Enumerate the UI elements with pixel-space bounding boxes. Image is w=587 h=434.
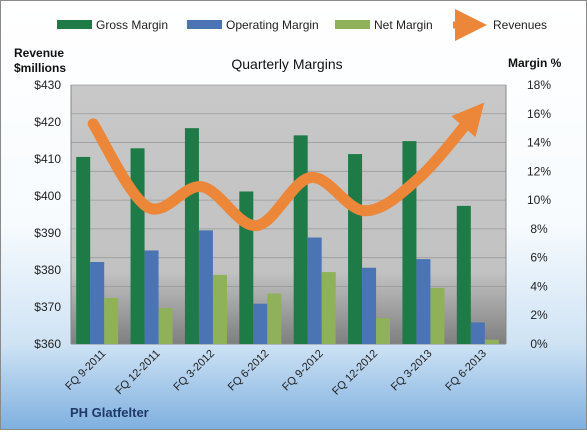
right-axis-tick-label: 16% [527,107,551,121]
bar-operating-margin-fq-6-2012 [253,303,268,344]
bar-net-margin-fq-3-2013 [430,287,445,344]
category-label-fq-9-2011: FQ 9-2011 [63,348,108,393]
bar-net-margin-fq-12-2012 [376,318,391,344]
legend-label-revenues: Revenues [493,18,547,32]
bar-gross-margin-fq-3-2012 [184,128,199,344]
category-label-fq-6-2013: FQ 6-2013 [443,348,489,394]
bar-net-margin-fq-6-2013 [484,339,499,344]
right-axis-tick-label: 2% [530,308,548,322]
legend-label-operating-margin: Operating Margin [226,18,319,32]
bar-gross-margin-fq-9-2012 [293,135,308,344]
legend-swatch-gross-margin [57,20,92,29]
left-axis-ticks: $360 $370 $380 $390 $400 $410 $420 $430 [34,78,61,351]
bar-operating-margin-fq-9-2011 [90,261,105,344]
bar-net-margin-fq-9-2011 [104,297,119,344]
category-label-fq-6-2012: FQ 6-2012 [226,348,272,394]
right-axis-tick-label: 0% [530,337,548,351]
bar-net-margin-fq-12-2011 [158,308,173,344]
right-axis-tick-label: 18% [527,78,551,92]
legend-item-gross-margin: Gross Margin [57,18,168,32]
company-name: PH Glatfelter [70,405,149,420]
left-axis-tick-label: $420 [34,115,61,129]
legend: Gross Margin Operating Margin Net Margin… [57,9,547,41]
legend-item-net-margin: Net Margin [335,18,433,32]
right-axis-ticks: 0% 2% 4% 6% 8% 10% 12% 14% 16% 18% [527,78,551,351]
left-axis-tick-label: $410 [34,152,61,166]
bar-net-margin-fq-6-2012 [267,293,282,344]
legend-label-gross-margin: Gross Margin [96,18,168,32]
category-label-fq-3-2012: FQ 3-2012 [171,348,217,394]
legend-label-net-margin: Net Margin [374,18,433,32]
left-axis-title-line1: Revenue [14,46,64,60]
right-axis-tick-label: 4% [530,279,548,293]
revenue-line-layer [87,102,485,232]
category-label-fq-12-2011: FQ 12-2011 [113,348,162,397]
bar-gross-margin-fq-3-2013 [402,141,417,344]
right-axis-tick-label: 8% [530,222,548,236]
category-label-fq-3-2013: FQ 3-2013 [389,348,435,394]
left-axis-tick-label: $360 [34,337,61,351]
category-label-fq-12-2012: FQ 12-2012 [330,348,380,398]
legend-swatch-net-margin [335,20,370,29]
left-axis-tick-label: $390 [34,226,61,240]
bar-gross-margin-fq-9-2011 [76,156,91,344]
bar-operating-margin-fq-6-2013 [470,322,485,344]
bar-operating-margin-fq-12-2011 [144,250,159,344]
bar-net-margin-fq-3-2012 [212,274,227,344]
revenue-line [87,102,485,232]
bar-gross-margin-fq-6-2013 [456,205,471,344]
chart-title: Quarterly Margins [231,56,342,72]
bar-operating-margin-fq-3-2012 [198,230,213,344]
bar-operating-margin-fq-12-2012 [362,267,377,344]
bar-gross-margin-fq-12-2011 [130,148,145,344]
legend-item-revenues: Revenues [453,9,547,41]
legend-item-operating-margin: Operating Margin [187,18,319,32]
left-axis-tick-label: $370 [34,300,61,314]
bar-operating-margin-fq-3-2013 [416,259,431,344]
bar-gross-margin-fq-12-2012 [348,154,363,344]
left-axis-tick-label: $400 [34,189,61,203]
left-axis-tick-label: $430 [34,78,61,92]
category-label-fq-9-2012: FQ 9-2012 [280,348,326,394]
bar-operating-margin-fq-9-2012 [307,237,322,344]
right-axis-title: Margin % [508,56,562,70]
legend-swatch-operating-margin [187,20,222,29]
right-axis-tick-label: 6% [530,251,548,265]
right-axis-tick-label: 10% [527,193,551,207]
left-axis-tick-label: $380 [34,263,61,277]
category-labels: FQ 9-2011 FQ 12-2011 FQ 3-2012 FQ 6-2012 FQ … [63,348,489,398]
right-axis-tick-label: 14% [527,136,551,150]
bar-net-margin-fq-9-2012 [321,272,336,344]
right-axis-tick-label: 12% [527,164,551,178]
bars-layer [76,128,499,344]
left-axis-title-line2: $millions [14,61,66,75]
